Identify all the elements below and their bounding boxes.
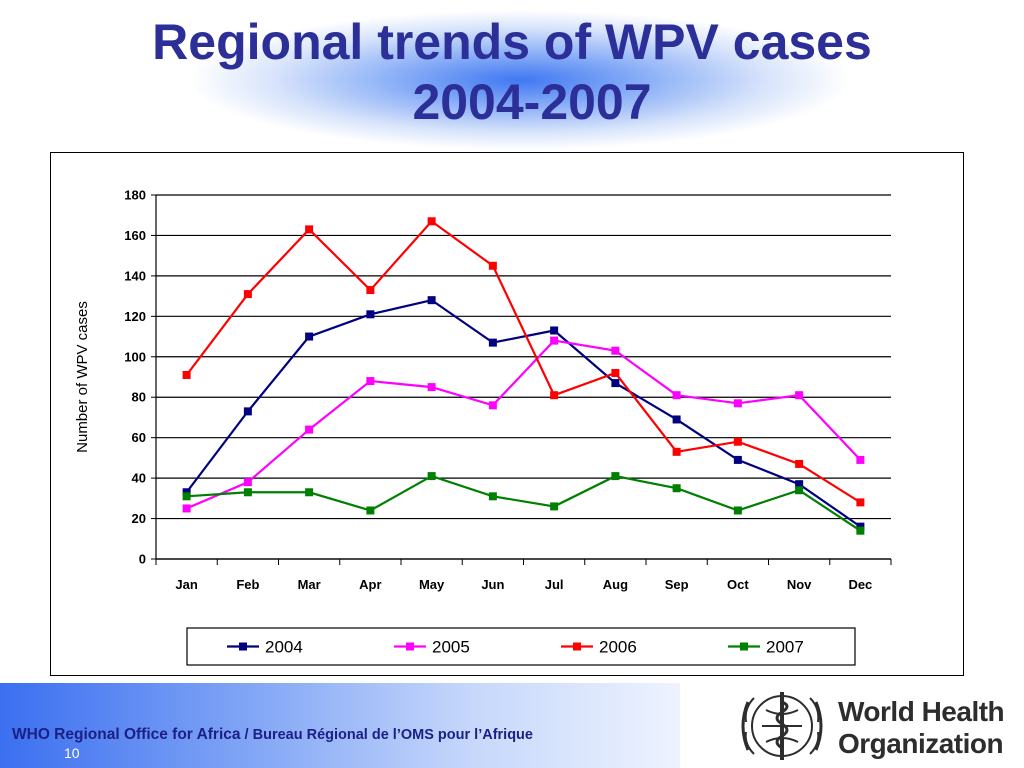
data-point-2006 <box>488 261 497 270</box>
x-tick-label: Sep <box>665 577 689 592</box>
data-point-2005 <box>611 346 620 355</box>
data-point-2007 <box>672 484 681 493</box>
y-tick-label: 0 <box>139 552 146 567</box>
data-point-2004 <box>550 326 559 335</box>
slide-title: Regional trends of WPV cases 2004-2007 <box>0 12 1024 132</box>
data-point-2005 <box>182 504 191 513</box>
data-point-2004 <box>488 338 497 347</box>
data-point-2005 <box>856 455 865 464</box>
data-point-2007 <box>243 488 252 497</box>
data-point-2004 <box>733 455 742 464</box>
x-tick-label: Dec <box>848 577 872 592</box>
x-tick-label: Feb <box>236 577 259 592</box>
data-point-2007 <box>488 492 497 501</box>
y-tick-label: 120 <box>124 309 146 324</box>
legend-marker-2006 <box>573 642 581 651</box>
data-point-2007 <box>366 506 375 515</box>
data-point-2006 <box>856 498 865 507</box>
series-line-2005 <box>186 339 862 510</box>
data-point-2005 <box>550 336 559 345</box>
data-point-2005 <box>366 377 375 386</box>
data-point-2007 <box>305 488 314 497</box>
series-line-2004 <box>185 298 862 528</box>
y-tick-label: 100 <box>124 349 146 364</box>
legend-marker-2007 <box>740 642 748 651</box>
data-point-2005 <box>672 391 681 400</box>
logo-line-2: Organization <box>838 728 1004 759</box>
data-point-2007 <box>733 506 742 515</box>
x-tick-label: Mar <box>298 577 321 592</box>
y-tick-label: 40 <box>132 471 146 486</box>
chart-frame: 0 20 40 60 80 100 120 140 160 180 Jan Feb Mar Apr May J… <box>50 152 964 676</box>
data-point-2006 <box>550 391 559 400</box>
data-point-2005 <box>305 425 314 434</box>
wpv-line-chart: 0 20 40 60 80 100 120 140 160 180 Jan Feb Mar Apr May J… <box>74 188 892 666</box>
data-point-2007 <box>427 472 436 481</box>
data-point-2004 <box>305 332 314 341</box>
x-tick-label: Apr <box>359 577 381 592</box>
data-point-2004 <box>182 488 191 497</box>
series-line-2006 <box>185 219 861 504</box>
x-tick-label: Jan <box>175 577 197 592</box>
data-point-2004 <box>427 296 436 305</box>
data-point-2006 <box>611 368 620 377</box>
data-point-2006 <box>427 217 436 226</box>
x-tick-label: Oct <box>727 577 749 592</box>
data-point-2006 <box>243 290 252 299</box>
y-tick-label: 80 <box>132 390 146 405</box>
footer-band <box>0 683 680 768</box>
data-point-2004 <box>672 415 681 424</box>
data-point-2007 <box>611 472 620 481</box>
data-point-2005 <box>243 478 252 487</box>
title-line-1: Regional trends of WPV cases <box>152 14 872 70</box>
legend-marker-2004 <box>239 642 247 651</box>
who-logo-text: World Health Organization <box>838 696 1005 760</box>
data-point-2006 <box>305 225 314 234</box>
y-tick-label: 60 <box>132 430 146 445</box>
x-tick-label: Nov <box>787 577 812 592</box>
page-number: 10 <box>64 745 80 761</box>
legend-label-2007: 2007 <box>766 638 804 657</box>
data-point-2004 <box>795 480 804 489</box>
title-background <box>0 0 1024 150</box>
footer-office-en: WHO Regional Office for Africa <box>12 726 241 743</box>
data-point-2006 <box>366 286 375 295</box>
data-point-2005 <box>427 383 436 392</box>
y-axis-label: Number of WPV cases <box>74 301 91 453</box>
data-point-2005 <box>488 401 497 410</box>
data-point-2007 <box>795 486 804 495</box>
data-point-2006 <box>795 459 804 468</box>
data-point-2006 <box>182 370 191 379</box>
data-point-2004 <box>611 379 620 388</box>
series-line-2007 <box>186 474 861 532</box>
y-tick-label: 140 <box>124 268 146 283</box>
data-point-2007 <box>856 526 865 535</box>
data-point-2007 <box>550 502 559 511</box>
footer-office-text: WHO Regional Office for Africa / Bureau … <box>12 726 533 744</box>
who-emblem-icon <box>741 692 823 760</box>
data-point-2006 <box>733 437 742 446</box>
y-tick-label: 180 <box>124 188 146 203</box>
legend-label-2005: 2005 <box>432 638 470 657</box>
legend-marker-2005 <box>406 642 414 651</box>
x-tick-label: Aug <box>603 577 628 592</box>
logo-line-1: World Health <box>838 696 1005 727</box>
y-tick-label: 20 <box>132 511 146 526</box>
x-tick-label: May <box>419 577 445 592</box>
footer-separator: / <box>240 727 253 743</box>
legend-label-2006: 2006 <box>599 638 637 657</box>
x-tick-label: Jul <box>545 577 564 592</box>
data-point-2004 <box>856 522 865 531</box>
legend-label-2004: 2004 <box>265 638 303 657</box>
data-point-2004 <box>243 407 252 416</box>
data-point-2005 <box>795 391 804 400</box>
data-point-2007 <box>182 492 191 501</box>
y-tick-label: 160 <box>124 228 146 243</box>
data-point-2005 <box>733 399 742 408</box>
title-line-2: 2004-2007 <box>412 74 652 130</box>
data-point-2006 <box>672 447 681 456</box>
footer-office-fr: Bureau Régional de l’OMS pour l’Afrique <box>252 727 533 743</box>
x-tick-label: Jun <box>481 577 504 592</box>
data-point-2004 <box>366 310 375 319</box>
